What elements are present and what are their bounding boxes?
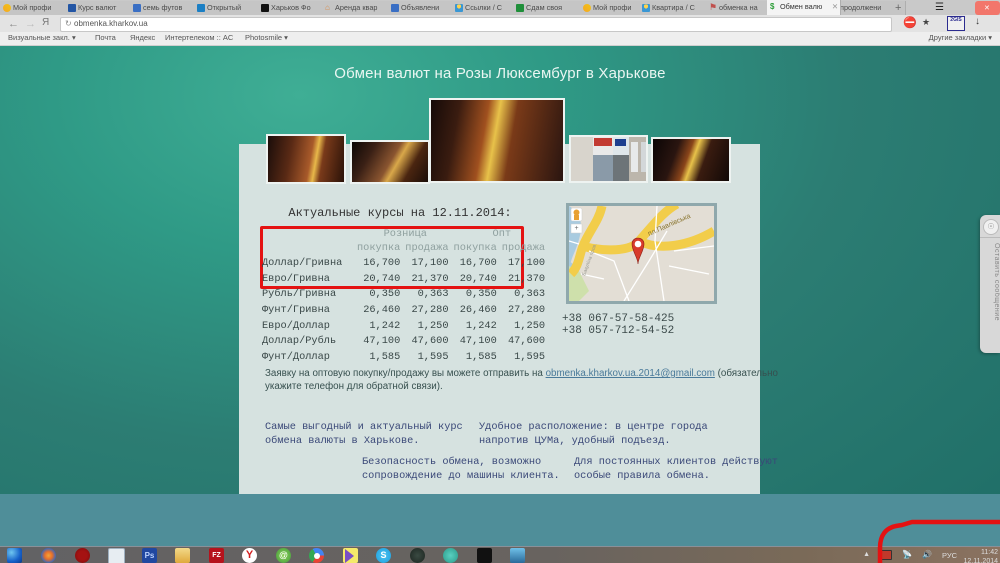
- svg-text:+: +: [574, 225, 578, 232]
